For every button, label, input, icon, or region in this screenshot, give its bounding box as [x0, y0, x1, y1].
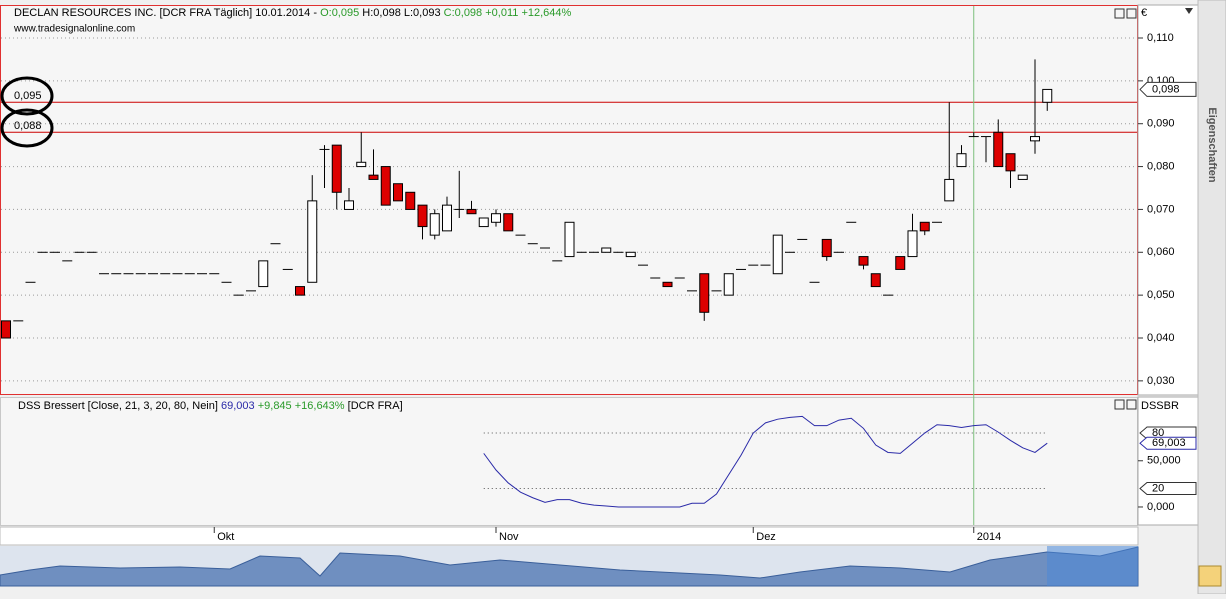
- last-value-box: [1139, 436, 1197, 450]
- candle-body: [1017, 174, 1028, 180]
- y-tick-label: 0,110: [1147, 32, 1174, 44]
- dropdown-arrow[interactable]: [1185, 8, 1193, 14]
- candle-body: [417, 204, 428, 228]
- y-tick-label: 0,070: [1147, 203, 1175, 215]
- maximize-button[interactable]: [1114, 8, 1125, 19]
- level-label: 20: [1152, 482, 1164, 494]
- candle-body: [478, 217, 489, 228]
- y-tick-label: 0,040: [1147, 332, 1175, 344]
- candle-body: [723, 273, 734, 296]
- candle-body: [307, 200, 318, 283]
- candle-body: [1005, 153, 1016, 172]
- candle-body: [405, 191, 416, 210]
- candle-body: [331, 144, 342, 193]
- candle-body: [772, 234, 783, 275]
- candle-body: [907, 230, 918, 258]
- x-tick-label: Nov: [499, 531, 519, 543]
- side-label[interactable]: Eigenschaften: [1206, 107, 1218, 182]
- candle-body: [944, 178, 955, 202]
- candle-body: [491, 213, 501, 223]
- time-axis: [0, 526, 1139, 546]
- annotation-label: 0,095: [14, 90, 42, 102]
- navigator-window[interactable]: [1047, 546, 1138, 586]
- candle-body: [870, 273, 881, 288]
- indicator-axis: [1137, 396, 1199, 526]
- candle-body: [662, 281, 673, 288]
- y-tick-label: 0,050: [1147, 289, 1175, 301]
- y-tick-label: 0,000: [1147, 501, 1175, 513]
- indicator-pane: [0, 397, 1138, 526]
- candle-body: [919, 221, 930, 232]
- candle-body: [466, 208, 477, 215]
- candle-body: [295, 286, 305, 296]
- candle-body: [356, 161, 367, 168]
- candle-body: [858, 256, 869, 266]
- last-price-box: [1139, 81, 1197, 97]
- candle-body: [1030, 136, 1040, 142]
- chart-title: DECLAN RESOURCES INC. [DCR FRA Täglich] …: [14, 7, 572, 19]
- y-tick-label: 0,060: [1147, 246, 1175, 258]
- candle-body: [258, 260, 269, 288]
- candle-body: [625, 251, 636, 258]
- candle-body: [601, 247, 612, 253]
- hand-drawn-circle: [0, 76, 54, 116]
- y-tick-label: 0,080: [1147, 160, 1175, 172]
- plot-layer: 0,0300,0400,0500,0600,0700,0800,0900,100…: [1, 6, 1197, 543]
- candle-body: [895, 256, 906, 270]
- candle-body: [393, 183, 403, 202]
- indicator-title: DSS Bressert [Close, 21, 3, 20, 80, Nein…: [18, 400, 403, 412]
- price-axis: [1137, 4, 1199, 396]
- settings-button[interactable]: [1198, 565, 1222, 587]
- candle-body: [956, 153, 967, 168]
- last-value-label: 69,003: [1152, 437, 1186, 449]
- y-tick-label: 0,090: [1147, 118, 1175, 130]
- candle-body: [344, 200, 354, 210]
- candle-body: [993, 131, 1004, 168]
- y-axis-label: DSSBR: [1141, 400, 1179, 412]
- y-tick-label: 0,030: [1147, 375, 1175, 387]
- x-tick-label: Okt: [217, 531, 234, 543]
- level-box: [1139, 481, 1197, 495]
- navigator-area: [0, 546, 1139, 587]
- candle-body: [368, 174, 379, 180]
- close-button[interactable]: [1126, 8, 1137, 19]
- close-button[interactable]: [1126, 399, 1137, 410]
- candle-body: [442, 204, 452, 232]
- x-tick-label: Dez: [756, 531, 776, 543]
- last-price-label: 0,098: [1152, 83, 1180, 95]
- y-tick-label: 50,000: [1147, 455, 1181, 467]
- x-tick-label: 2014: [977, 531, 1001, 543]
- candle-body: [380, 166, 391, 206]
- side-panel: [1197, 0, 1226, 595]
- subtitle: www.tradesignalonline.com: [13, 24, 135, 35]
- candle-body: [821, 238, 832, 258]
- y-axis-label: €: [1141, 7, 1147, 19]
- hand-drawn-circle: [0, 108, 54, 148]
- price-pane: [0, 5, 1138, 395]
- maximize-button[interactable]: [1114, 399, 1125, 410]
- annotation-label: 0,088: [14, 120, 42, 132]
- candle-body: [699, 273, 710, 313]
- candle-body: [564, 221, 575, 258]
- indicator-line: [483, 415, 1048, 508]
- level-label: 80: [1152, 427, 1164, 439]
- candle-body: [429, 213, 440, 236]
- candle-body: [1, 320, 11, 339]
- candle-body: [1042, 88, 1053, 103]
- candle-body: [503, 213, 514, 232]
